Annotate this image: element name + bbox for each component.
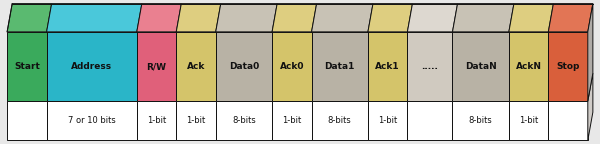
Text: Ack1: Ack1: [376, 62, 400, 71]
Polygon shape: [7, 4, 52, 32]
Text: Ack0: Ack0: [280, 62, 304, 71]
Polygon shape: [272, 4, 317, 32]
Bar: [407, 32, 452, 101]
Bar: [548, 101, 588, 140]
Text: 1-bit: 1-bit: [378, 116, 397, 125]
Polygon shape: [509, 4, 553, 32]
Bar: [311, 101, 368, 140]
Bar: [176, 101, 216, 140]
Polygon shape: [216, 4, 277, 32]
Bar: [216, 101, 272, 140]
Bar: [368, 32, 407, 101]
Polygon shape: [548, 4, 593, 32]
Bar: [272, 101, 311, 140]
Bar: [548, 32, 588, 101]
Text: AckN: AckN: [515, 62, 542, 71]
Bar: [509, 101, 548, 140]
Text: Data1: Data1: [325, 62, 355, 71]
Polygon shape: [588, 73, 593, 140]
Text: Data0: Data0: [229, 62, 259, 71]
Bar: [47, 101, 137, 140]
Bar: [176, 32, 216, 101]
Text: 1-bit: 1-bit: [282, 116, 301, 125]
Bar: [311, 32, 368, 101]
Text: 8-bits: 8-bits: [232, 116, 256, 125]
Bar: [368, 101, 407, 140]
Bar: [137, 32, 176, 101]
Bar: [47, 32, 137, 101]
Text: 1-bit: 1-bit: [187, 116, 206, 125]
Bar: [272, 32, 311, 101]
Text: 7 or 10 bits: 7 or 10 bits: [68, 116, 116, 125]
Bar: [216, 32, 272, 101]
Polygon shape: [137, 4, 181, 32]
Bar: [137, 101, 176, 140]
Text: Start: Start: [14, 62, 40, 71]
Text: Address: Address: [71, 62, 112, 71]
Text: R/W: R/W: [146, 62, 167, 71]
Text: 1-bit: 1-bit: [519, 116, 538, 125]
Text: DataN: DataN: [465, 62, 497, 71]
Bar: [7, 101, 47, 140]
Polygon shape: [452, 4, 514, 32]
Text: .....: .....: [422, 62, 439, 71]
Text: 1-bit: 1-bit: [147, 116, 166, 125]
Polygon shape: [47, 4, 142, 32]
Bar: [407, 101, 452, 140]
Text: Stop: Stop: [556, 62, 580, 71]
Bar: [452, 32, 509, 101]
Text: 8-bits: 8-bits: [469, 116, 493, 125]
Polygon shape: [176, 4, 221, 32]
Polygon shape: [311, 4, 373, 32]
Bar: [509, 32, 548, 101]
Polygon shape: [588, 4, 593, 101]
Polygon shape: [407, 4, 458, 32]
Polygon shape: [368, 4, 412, 32]
Bar: [7, 32, 47, 101]
Text: Ack: Ack: [187, 62, 205, 71]
Text: 8-bits: 8-bits: [328, 116, 352, 125]
Bar: [452, 101, 509, 140]
